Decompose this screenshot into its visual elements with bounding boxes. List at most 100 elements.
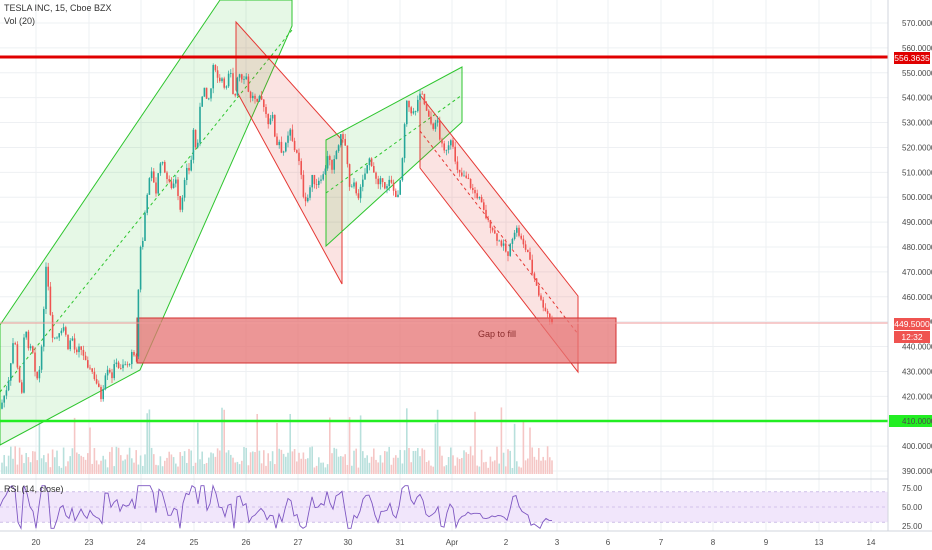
volume-bar — [122, 460, 124, 474]
volume-bar — [392, 457, 395, 474]
volume-bar — [524, 460, 527, 474]
volume-bar — [395, 455, 397, 474]
candle-body — [232, 73, 234, 95]
candle-body — [476, 193, 478, 199]
candle-body — [276, 136, 278, 146]
x-tick-label: 23 — [85, 538, 94, 547]
volume-bar — [38, 422, 41, 474]
volume-bar — [434, 423, 437, 474]
candle-body — [32, 346, 34, 353]
candle-body — [315, 184, 318, 185]
candle-body — [47, 266, 49, 287]
candle-body — [522, 238, 525, 245]
volume-bar — [124, 459, 126, 474]
x-tick-label: 13 — [815, 538, 824, 547]
volume-bar — [241, 460, 243, 474]
candle-body — [489, 220, 492, 228]
volume-bar — [320, 462, 322, 474]
candle-body — [216, 70, 219, 78]
volume-bar — [190, 450, 192, 474]
candle-body — [410, 107, 412, 114]
candle-body — [388, 179, 390, 187]
candle-body — [51, 314, 54, 338]
candle-body — [269, 118, 272, 125]
candle-body — [60, 330, 63, 334]
volume-bar — [249, 452, 252, 474]
candle-body — [329, 156, 331, 160]
volume-bar — [445, 465, 448, 474]
volume-bar — [49, 467, 52, 474]
horizontal-levels — [0, 55, 932, 427]
volume-bar — [379, 455, 382, 474]
candle-body — [452, 140, 454, 147]
volume-bar — [234, 462, 236, 474]
candle-body — [430, 116, 432, 124]
candle-body — [320, 179, 322, 181]
candle-body — [238, 74, 241, 78]
volume-bar — [430, 465, 432, 474]
volume-bar — [417, 448, 419, 474]
volume-bar — [62, 447, 65, 474]
candle-body — [43, 309, 45, 347]
volume-bar — [278, 448, 280, 474]
y-tick-label: 400.0000 — [902, 442, 932, 451]
volume-bar — [388, 446, 390, 474]
volume-bar — [155, 464, 157, 474]
volume-bar — [71, 448, 74, 474]
volume-bar — [498, 463, 500, 474]
volume-bar — [179, 452, 181, 474]
volume-bar — [236, 461, 239, 474]
candle-body — [318, 180, 320, 185]
volume-bar — [12, 458, 14, 474]
volume-bar — [95, 460, 98, 474]
candle-body — [355, 182, 357, 194]
candle-body — [27, 331, 30, 349]
volume-bar — [274, 464, 276, 474]
volume-bar — [414, 450, 417, 474]
y-tick-label: 500.0000 — [902, 193, 932, 202]
volume-label: Vol (20) — [4, 16, 36, 26]
volume-bar — [225, 452, 228, 474]
volume-bar — [177, 466, 179, 474]
candle-body — [425, 104, 428, 111]
volume-bar — [40, 458, 43, 474]
volume-bar — [287, 452, 289, 474]
candle-body — [95, 379, 98, 384]
volume-bar — [32, 451, 34, 474]
volume-bar — [166, 457, 168, 474]
candle-body — [168, 179, 170, 182]
candle-body — [135, 355, 137, 357]
volume-bar — [346, 464, 349, 474]
candle-body — [82, 349, 85, 356]
candle-body — [256, 98, 258, 102]
last-price-tag: 449.5000 — [894, 318, 930, 330]
candle-body — [98, 383, 100, 387]
volume-bar — [408, 447, 410, 474]
candle-body — [291, 129, 294, 141]
candle-body — [498, 240, 500, 242]
candle-body — [87, 360, 89, 368]
y-tick-label: 490.0000 — [902, 218, 932, 227]
y-tick-label: 430.0000 — [902, 367, 932, 376]
candle-body — [324, 168, 327, 175]
volume-bar — [366, 455, 368, 474]
candle-body — [227, 73, 230, 87]
volume-bar — [384, 451, 386, 474]
candle-body — [520, 235, 522, 239]
candle-body — [423, 93, 426, 105]
candle-body — [516, 227, 518, 233]
candle-body — [467, 177, 470, 179]
volume-bar — [377, 462, 379, 474]
volume-bar — [507, 449, 509, 474]
volume-bar — [201, 451, 203, 474]
x-tick-label: 8 — [711, 538, 716, 547]
candle-body — [69, 340, 71, 350]
y-tick-label: 470.0000 — [902, 268, 932, 277]
candle-body — [271, 114, 274, 119]
candle-body — [38, 369, 41, 379]
volume-bar — [313, 467, 316, 474]
volume-bar — [535, 459, 538, 474]
candle-body — [384, 182, 386, 189]
volume-bar — [159, 456, 162, 474]
